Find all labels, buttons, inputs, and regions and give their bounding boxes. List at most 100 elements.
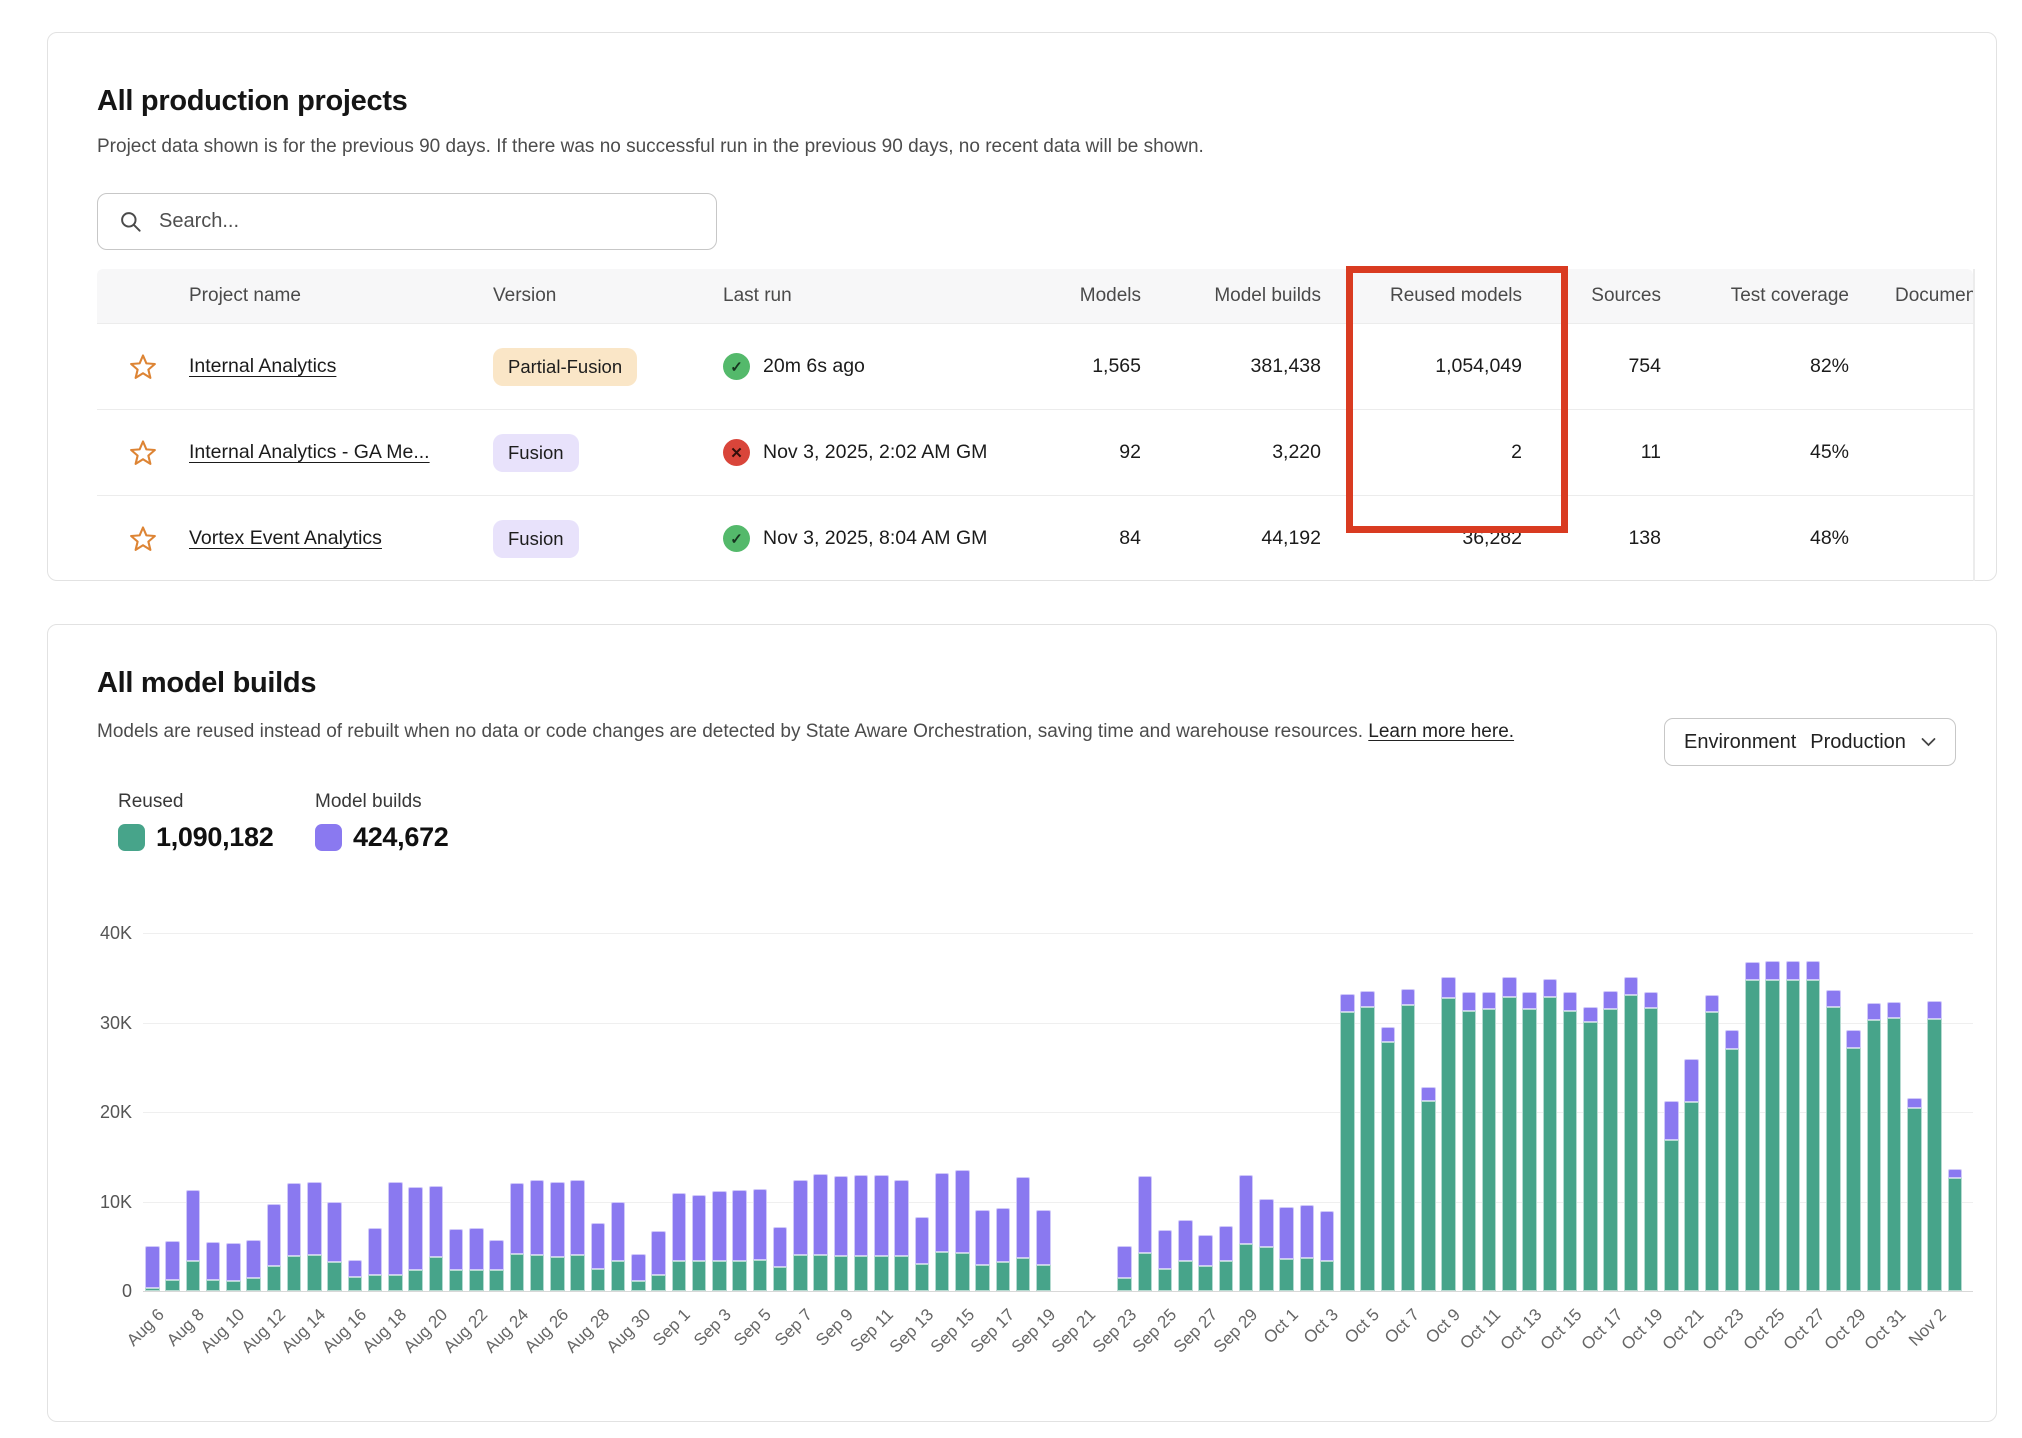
chart-bar[interactable] — [1745, 962, 1760, 1291]
chart-bar[interactable] — [874, 1175, 889, 1291]
chart-bar[interactable] — [1805, 961, 1821, 1291]
chart-bar[interactable] — [1380, 1027, 1396, 1291]
chart-bar[interactable] — [1704, 995, 1720, 1291]
chart-bar[interactable] — [145, 1246, 160, 1291]
chart-bar[interactable] — [327, 1202, 342, 1291]
chart-bar[interactable] — [1907, 1098, 1922, 1291]
chart-bar[interactable] — [1765, 961, 1780, 1291]
chart-bar[interactable] — [1421, 1087, 1436, 1291]
chart-bar[interactable] — [509, 1183, 525, 1291]
chart-bar[interactable] — [1502, 977, 1517, 1291]
chart-bar[interactable] — [1340, 994, 1355, 1291]
chart-bar[interactable] — [853, 1175, 869, 1291]
chart-bar[interactable] — [1218, 1226, 1234, 1291]
chart-bar[interactable] — [1927, 1001, 1942, 1291]
chart-bar[interactable] — [1400, 989, 1416, 1291]
chart-bar[interactable] — [448, 1229, 464, 1291]
chart-bar[interactable] — [165, 1241, 180, 1291]
chart-bar[interactable] — [1198, 1235, 1213, 1291]
model-builds-segment — [934, 1173, 950, 1252]
chart-bar[interactable] — [1461, 992, 1477, 1291]
chart-bar[interactable] — [955, 1170, 970, 1291]
chart-bar[interactable] — [1542, 979, 1558, 1291]
chart-bar[interactable] — [185, 1190, 200, 1291]
chart-bar[interactable] — [1562, 992, 1578, 1291]
chart-bar[interactable] — [934, 1173, 950, 1291]
environment-dropdown[interactable]: Environment Production — [1664, 718, 1956, 766]
chart-bar[interactable] — [1319, 1211, 1335, 1291]
chart-bar[interactable] — [1117, 1246, 1132, 1291]
chart-bar[interactable] — [1866, 1003, 1882, 1291]
chart-bar[interactable] — [1279, 1207, 1294, 1291]
chart-bar[interactable] — [1603, 991, 1618, 1291]
chart-bar[interactable] — [1724, 1030, 1740, 1291]
chart-bar[interactable] — [1238, 1175, 1254, 1291]
chart-bar[interactable] — [813, 1174, 828, 1291]
chart-bar[interactable] — [367, 1228, 383, 1291]
chart-bar[interactable] — [205, 1242, 221, 1291]
chart-bar[interactable] — [752, 1189, 768, 1291]
chart-bar[interactable] — [1259, 1199, 1274, 1291]
chart-bar[interactable] — [732, 1190, 747, 1291]
chart-bar[interactable] — [550, 1182, 565, 1291]
chart-bar[interactable] — [712, 1191, 727, 1291]
chart-bar[interactable] — [1643, 992, 1659, 1291]
chart-bar[interactable] — [1178, 1220, 1193, 1291]
chart-bar[interactable] — [1157, 1230, 1173, 1291]
chart-bar[interactable] — [307, 1182, 322, 1291]
chart-bar[interactable] — [610, 1202, 626, 1291]
chart-bar[interactable] — [1947, 1169, 1963, 1291]
chart-bar[interactable] — [226, 1243, 241, 1291]
chart-bar[interactable] — [691, 1195, 707, 1291]
chart-bar[interactable] — [1299, 1205, 1315, 1291]
chart-bar[interactable] — [1360, 991, 1375, 1291]
search-input[interactable] — [159, 210, 696, 233]
chart-bar[interactable] — [1137, 1176, 1153, 1291]
chart-bar[interactable] — [286, 1183, 302, 1291]
chart-bar[interactable] — [651, 1231, 666, 1291]
chart-bar[interactable] — [246, 1240, 261, 1291]
chart-bar[interactable] — [266, 1204, 282, 1291]
chart-bar[interactable] — [975, 1210, 990, 1291]
chart-bar[interactable] — [671, 1193, 687, 1291]
chart-bar[interactable] — [914, 1217, 930, 1291]
chart-bar[interactable] — [590, 1223, 606, 1291]
chart-bar[interactable] — [1015, 1177, 1031, 1291]
chart-bar[interactable] — [1441, 977, 1456, 1291]
chart-bar[interactable] — [408, 1187, 423, 1291]
chart-bar[interactable] — [489, 1240, 504, 1291]
chart-bar[interactable] — [1036, 1210, 1051, 1291]
project-link[interactable]: Internal Analytics - GA Me... — [189, 441, 430, 463]
chart-bar[interactable] — [793, 1180, 808, 1291]
project-link[interactable]: Internal Analytics — [189, 355, 337, 377]
learn-more-link[interactable]: Learn more here. — [1368, 721, 1515, 742]
favorite-star-button[interactable] — [126, 350, 160, 384]
chart-bar[interactable] — [1623, 977, 1639, 1291]
chart-bar[interactable] — [1826, 990, 1841, 1291]
favorite-star-button[interactable] — [126, 522, 160, 556]
chart-bar[interactable] — [428, 1186, 444, 1291]
chart-bar[interactable] — [529, 1180, 545, 1291]
favorite-star-button[interactable] — [126, 436, 160, 470]
chart-bar[interactable] — [1583, 1007, 1598, 1291]
chart-bar[interactable] — [1522, 992, 1537, 1291]
x-axis-tick-label: Oct 19 — [1617, 1305, 1667, 1354]
chart-bar[interactable] — [1846, 1030, 1861, 1291]
chart-bar[interactable] — [894, 1180, 909, 1291]
chart-bar[interactable] — [833, 1176, 849, 1291]
chart-bar[interactable] — [1886, 1002, 1902, 1291]
chart-bar[interactable] — [388, 1182, 403, 1291]
project-link[interactable]: Vortex Event Analytics — [189, 527, 382, 549]
model-builds-segment — [610, 1202, 626, 1261]
chart-bar[interactable] — [1481, 992, 1497, 1291]
chart-bar[interactable] — [631, 1254, 646, 1291]
chart-bar[interactable] — [995, 1208, 1011, 1291]
chart-bar[interactable] — [347, 1260, 363, 1291]
chart-bar[interactable] — [1785, 961, 1801, 1291]
chart-bar[interactable] — [772, 1227, 788, 1291]
chart-bar[interactable] — [570, 1180, 585, 1291]
chart-bar[interactable] — [1684, 1059, 1699, 1291]
legend-item-model-builds: Model builds 424,672 — [315, 791, 449, 853]
chart-bar[interactable] — [469, 1228, 484, 1291]
chart-bar[interactable] — [1664, 1101, 1679, 1291]
